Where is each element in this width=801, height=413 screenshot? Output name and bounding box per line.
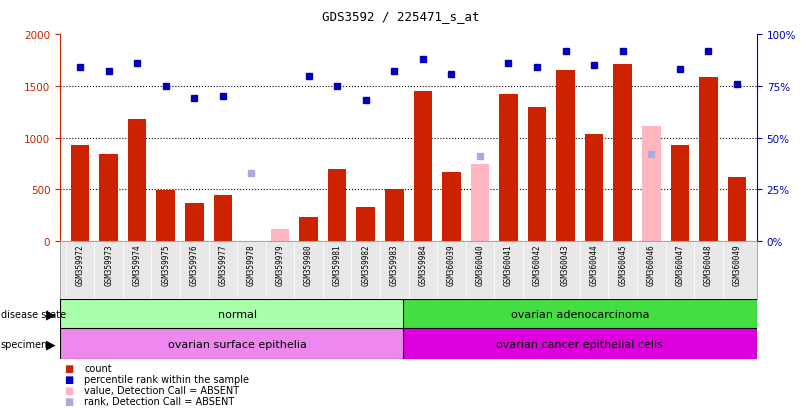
Bar xyxy=(60,328,414,359)
Text: ovarian adenocarcinoma: ovarian adenocarcinoma xyxy=(510,309,649,319)
Text: GSM359979: GSM359979 xyxy=(276,243,284,285)
Bar xyxy=(385,190,404,242)
Text: GSM360040: GSM360040 xyxy=(476,243,485,285)
Text: GSM360046: GSM360046 xyxy=(646,243,656,285)
Text: ■: ■ xyxy=(64,374,74,384)
Bar xyxy=(99,155,118,242)
Text: specimen: specimen xyxy=(1,339,48,349)
Text: GSM360039: GSM360039 xyxy=(447,243,456,285)
Text: GSM359984: GSM359984 xyxy=(418,243,427,285)
Text: GSM359978: GSM359978 xyxy=(247,243,256,285)
Text: ▶: ▶ xyxy=(46,307,56,320)
Text: GSM360041: GSM360041 xyxy=(504,243,513,285)
Bar xyxy=(214,195,232,242)
Text: GSM359972: GSM359972 xyxy=(75,243,85,285)
Text: ▶: ▶ xyxy=(46,337,56,350)
Text: GSM359981: GSM359981 xyxy=(332,243,341,285)
Bar xyxy=(185,204,203,242)
Text: GSM360047: GSM360047 xyxy=(675,243,684,285)
Text: disease state: disease state xyxy=(1,309,66,319)
Text: normal: normal xyxy=(218,309,256,319)
Text: value, Detection Call = ABSENT: value, Detection Call = ABSENT xyxy=(84,385,239,395)
Bar xyxy=(60,299,414,328)
Bar xyxy=(471,164,489,242)
Bar xyxy=(70,146,90,242)
Bar xyxy=(403,299,757,328)
Bar xyxy=(300,218,318,242)
Bar xyxy=(642,127,661,242)
Text: GSM360049: GSM360049 xyxy=(732,243,742,285)
Bar xyxy=(614,65,632,242)
Bar xyxy=(271,229,289,242)
Bar xyxy=(670,146,689,242)
Bar xyxy=(403,328,757,359)
Text: GDS3592 / 225471_s_at: GDS3592 / 225471_s_at xyxy=(322,10,479,23)
Bar xyxy=(156,191,175,242)
Text: ■: ■ xyxy=(64,396,74,406)
Bar xyxy=(328,169,346,242)
Bar xyxy=(585,134,603,242)
Text: GSM360045: GSM360045 xyxy=(618,243,627,285)
Text: ■: ■ xyxy=(64,385,74,395)
Bar xyxy=(442,173,461,242)
Text: count: count xyxy=(84,363,111,373)
Text: ovarian cancer epithelial cells: ovarian cancer epithelial cells xyxy=(497,339,663,349)
Text: percentile rank within the sample: percentile rank within the sample xyxy=(84,374,249,384)
Text: GSM359980: GSM359980 xyxy=(304,243,313,285)
Text: GSM359976: GSM359976 xyxy=(190,243,199,285)
Text: GSM360044: GSM360044 xyxy=(590,243,598,285)
Text: GSM359974: GSM359974 xyxy=(133,243,142,285)
Bar xyxy=(413,92,432,242)
Text: GSM359975: GSM359975 xyxy=(161,243,171,285)
Bar xyxy=(528,107,546,242)
Text: ovarian surface epithelia: ovarian surface epithelia xyxy=(167,339,307,349)
Text: GSM359983: GSM359983 xyxy=(390,243,399,285)
Bar xyxy=(128,120,147,242)
Bar xyxy=(356,207,375,242)
Bar xyxy=(499,95,517,242)
Bar xyxy=(557,71,575,242)
Text: GSM359977: GSM359977 xyxy=(219,243,227,285)
Text: rank, Detection Call = ABSENT: rank, Detection Call = ABSENT xyxy=(84,396,235,406)
Text: ■: ■ xyxy=(64,363,74,373)
Text: GSM360042: GSM360042 xyxy=(533,243,541,285)
Text: GSM360048: GSM360048 xyxy=(704,243,713,285)
Bar xyxy=(699,77,718,242)
Bar xyxy=(727,178,747,242)
Text: GSM359982: GSM359982 xyxy=(361,243,370,285)
Text: GSM360043: GSM360043 xyxy=(561,243,570,285)
Text: GSM359973: GSM359973 xyxy=(104,243,113,285)
